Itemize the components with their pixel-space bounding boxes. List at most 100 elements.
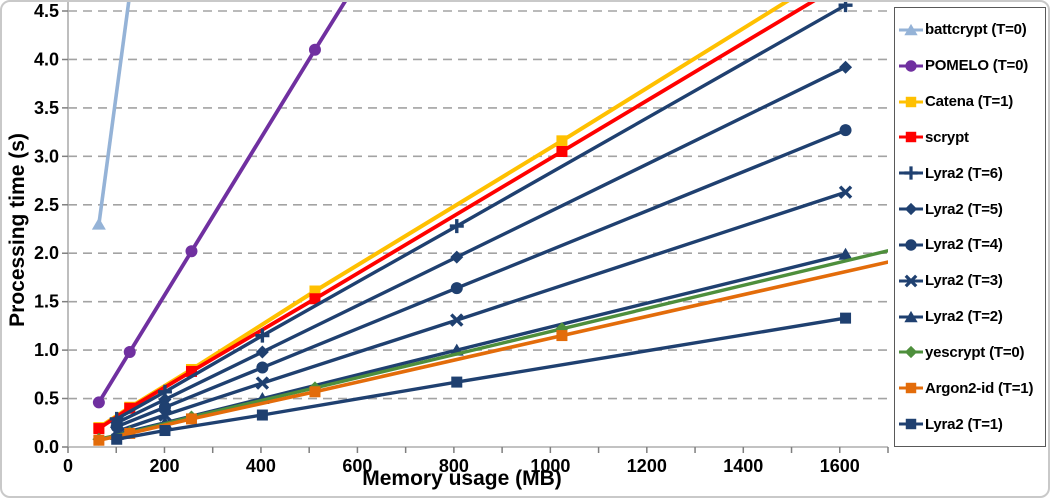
y-tick-label: 0.5 [34,389,59,409]
data-point-square [93,423,105,435]
legend-item-argon2-id-t-1-: Argon2-id (T=1) [898,379,1045,397]
legend-item-lyra2-t-1-: Lyra2 (T=1) [898,415,1045,433]
square-marker-icon [899,418,923,430]
legend-label: Lyra2 (T=5) [925,200,1003,218]
legend-label: Argon2-id (T=1) [925,379,1034,397]
data-point-square [840,312,852,324]
data-point-square [309,293,321,305]
legend-label: battcrypt (T=0) [925,21,1027,39]
y-tick-label: 1.5 [34,292,59,312]
data-point-square [309,386,321,398]
triangle-marker-icon [899,23,923,36]
data-point-circle [905,60,917,72]
legend-item-catena-t-1-: Catena (T=1) [898,93,1045,111]
square-marker-icon [899,132,923,143]
legend-label: POMELO (T=0) [925,57,1029,75]
circle-marker-icon [899,239,923,251]
legend-item-pomelo-t-0-: POMELO (T=0) [898,57,1045,75]
x-tick-label: 1600 [820,456,860,476]
data-point-square [124,427,136,439]
data-point-square [185,413,197,425]
x-tick-label: 0 [63,456,73,476]
data-point-triangle [904,310,918,322]
data-point-circle [185,245,198,258]
series-line [116,316,846,441]
data-point-circle [450,282,463,295]
legend-label: scrypt [925,128,969,146]
data-point-triangle [904,23,918,36]
data-point-diamond [904,202,918,216]
x-tick-label: 400 [246,456,276,476]
y-tick-label: 3.0 [34,146,59,166]
x-tick-label: 1200 [627,456,667,476]
circle-marker-icon [899,60,923,72]
series-lyra2-t-1- [111,312,852,445]
y-tick-label: 1.0 [34,340,59,360]
y-tick-label: 4.5 [34,2,59,21]
data-point-square [556,135,568,147]
data-point-circle [905,239,917,251]
series-battcrypt-t-0- [91,2,131,230]
triangle-marker-icon [899,310,923,322]
data-point-square [556,330,568,342]
square-marker-icon [899,382,923,394]
data-point-square [905,132,917,143]
data-point-square [93,434,105,446]
x-tick-label: 800 [439,456,469,476]
data-point-diamond [904,346,918,359]
y-tick-label: 2.0 [34,243,59,263]
data-point-square [556,145,568,157]
legend-label: Lyra2 (T=4) [925,236,1003,254]
diamond-marker-icon [899,346,923,359]
data-point-diamond [450,250,464,264]
legend-label: Catena (T=1) [925,93,1014,111]
y-tick-label: 2.5 [34,195,59,215]
data-point-x [158,408,172,422]
series-lyra2-t-4- [110,124,852,433]
legend-label: Lyra2 (T=3) [925,272,1003,290]
x-tick-label: 200 [149,456,179,476]
y-tick-label: 4.0 [34,49,59,69]
legend-item-lyra2-t-6-: Lyra2 (T=6) [898,164,1045,182]
legend-item-lyra2-t-4-: Lyra2 (T=4) [898,236,1045,254]
legend-item-lyra2-t-3-: Lyra2 (T=3) [898,272,1045,290]
data-point-square [111,433,123,445]
legend-item-lyra2-t-5-: Lyra2 (T=5) [898,200,1045,218]
y-tick-label: 3.5 [34,98,59,118]
data-point-square [256,409,268,421]
series-lyra2-t-3- [110,185,853,439]
legend-item-battcrypt-t-0-: battcrypt (T=0) [898,21,1045,39]
data-point-diamond [255,345,269,359]
series-line [116,128,847,429]
square-marker-icon [899,96,923,107]
data-point-square [905,382,917,394]
data-point-circle [123,346,136,359]
diamond-marker-icon [899,202,923,216]
series-scrypt [93,2,816,435]
data-point-square [185,365,197,377]
y-axis-title: Processing time (s) [6,133,29,327]
series-argon2-id-t-1- [93,260,888,446]
data-point-circle [92,396,105,409]
y-tick-label: 0.0 [34,437,59,457]
data-point-plus [449,219,464,234]
series-line [116,190,847,434]
x-tick-label: 1000 [530,456,570,476]
legend-item-yescrypt-t-0-: yescrypt (T=0) [898,343,1045,361]
legend-label: Lyra2 (T=1) [925,415,1003,433]
data-point-circle [256,361,269,374]
data-point-triangle [838,247,853,260]
legend-label: Lyra2 (T=6) [925,164,1003,182]
data-point-square [309,285,321,297]
data-point-x [904,274,918,288]
data-point-plus [255,328,270,343]
data-point-x [838,185,853,199]
series-line [115,65,847,425]
data-point-square [159,425,171,437]
series-lyra2-t-5- [110,60,853,430]
data-point-square [451,376,463,388]
plus-marker-icon [899,166,923,180]
data-point-plus [838,2,853,13]
